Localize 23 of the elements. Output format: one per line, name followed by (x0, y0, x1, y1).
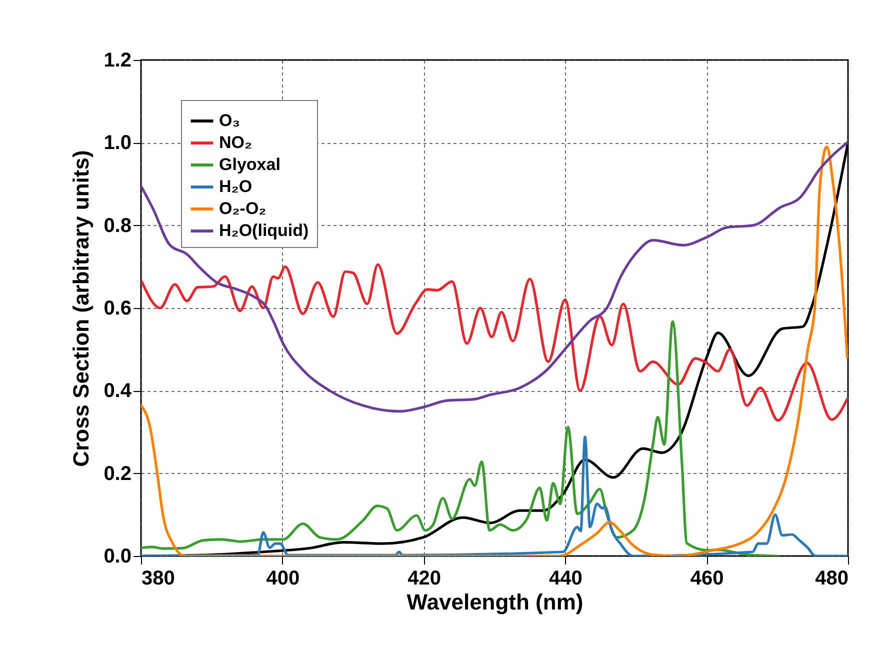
y-tick-label: 0.8 (104, 214, 132, 237)
y-tick-label: 0.6 (104, 298, 132, 320)
legend-label: Glyoxal (219, 155, 280, 174)
line-series (141, 263, 848, 422)
y-tick-label: 0.0 (104, 546, 132, 568)
y-tick-label: 0.2 (104, 462, 132, 485)
legend-label: O₂-O₂ (219, 199, 266, 218)
legend-label: H₂O (219, 177, 252, 196)
x-tick-label: 420 (408, 568, 441, 590)
legend-label: O₃ (219, 111, 240, 130)
x-tick-label: 480 (815, 568, 848, 590)
x-tick-label: 460 (690, 568, 724, 590)
y-tick-label: 0.4 (104, 380, 132, 402)
x-tick-label: 380 (142, 568, 175, 590)
x-tick-label: 440 (549, 568, 582, 590)
y-tick-label: 1.2 (104, 50, 132, 72)
y-tick-label: 1.0 (104, 132, 132, 154)
y-axis-title: Cross Section (arbitrary units) (68, 150, 94, 467)
x-axis-title: Wavelength (nm) (406, 590, 584, 614)
x-tick-label: 400 (266, 568, 300, 590)
legend-label: H₂O(liquid) (219, 221, 309, 240)
legend-label: NO₂ (219, 133, 252, 152)
line-series (141, 320, 779, 556)
